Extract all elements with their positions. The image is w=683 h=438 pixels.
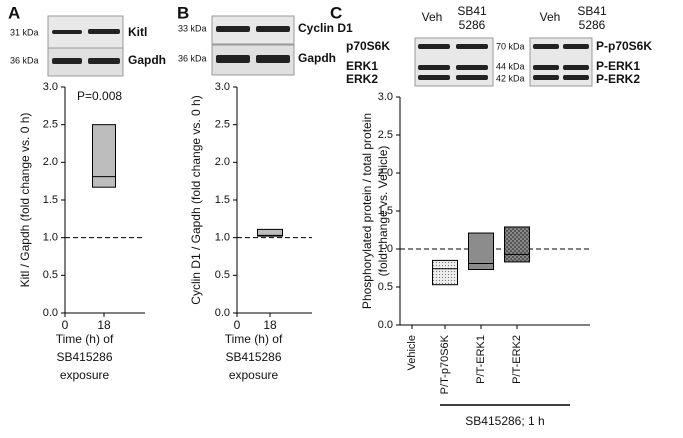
blot-label: Cyclin D1: [298, 21, 353, 35]
box: [257, 228, 283, 237]
lane-label: Veh: [422, 10, 443, 24]
x-axis-title: SB415286: [225, 350, 281, 364]
y-tick-label: 2.0: [43, 156, 58, 168]
blot: [414, 37, 593, 87]
y-tick-label: 0.0: [215, 307, 230, 319]
x-tick-label: 18: [263, 318, 277, 332]
x-axis-title: exposure: [229, 368, 279, 382]
y-tick-label: 1.5: [43, 194, 58, 206]
group-label: SB415286; 1 h: [465, 414, 544, 428]
panel-label: A: [8, 3, 20, 22]
y-tick-label: 1.5: [378, 205, 393, 217]
y-tick-label: 0.0: [43, 307, 58, 319]
kda-label: 70 kDa: [496, 41, 525, 51]
y-tick-label: 3.0: [215, 81, 230, 93]
panel-label: B: [177, 3, 189, 22]
panel-label: C: [330, 3, 342, 22]
y-tick-label: 3.0: [43, 81, 58, 93]
kda-label: 42 kDa: [496, 73, 525, 83]
x-tick-label: 18: [97, 318, 111, 332]
blot: [211, 15, 295, 76]
y-tick-label: 1.0: [378, 243, 393, 255]
y-tick-label: 1.5: [215, 194, 230, 206]
x-tick-label: Vehicle: [406, 335, 418, 370]
x-tick-label: P/T-ERK1: [475, 335, 487, 384]
box: [504, 226, 530, 263]
kda-label: 33 kDa: [178, 23, 207, 33]
kda-label: 31 kDa: [10, 27, 39, 37]
kda-label: 44 kDa: [496, 61, 525, 71]
y-axis-title: Kitl / Gapdh (fold change vs. 0 h): [18, 113, 32, 288]
y-tick-label: 2.5: [378, 129, 393, 141]
blot: [47, 15, 124, 77]
y-tick-label: 0.5: [43, 269, 58, 281]
blot-label: Kitl: [128, 25, 147, 39]
x-tick-label: 0: [62, 318, 69, 332]
lane-label: SB41: [577, 4, 607, 18]
x-tick-label: P/T-p70S6K: [439, 334, 451, 394]
blot-label: ERK1: [346, 59, 378, 73]
y-tick-label: 1.0: [43, 232, 58, 244]
blot-label: P-ERK2: [596, 72, 640, 86]
y-tick-label: 2.5: [43, 119, 58, 131]
y-tick-label: 0.5: [215, 269, 230, 281]
kda-label: 36 kDa: [178, 53, 207, 63]
kda-label: 36 kDa: [10, 55, 39, 65]
blot-label: Gapdh: [298, 51, 336, 65]
box: [92, 124, 116, 188]
y-axis-title: Phosphorylated protein / total protein: [360, 113, 374, 309]
x-axis-title: SB415286: [56, 350, 112, 364]
y-tick-label: 3.0: [378, 91, 393, 103]
y-tick-label: 1.0: [215, 232, 230, 244]
blot-label: P-ERK1: [596, 59, 640, 73]
y-tick-label: 2.0: [378, 167, 393, 179]
x-tick-label: 0: [234, 318, 241, 332]
box: [468, 232, 494, 271]
x-axis-title: Time (h) of: [56, 332, 114, 346]
x-axis-title: exposure: [60, 368, 110, 382]
y-axis-title: (fold change vs. Vehicle): [376, 146, 390, 277]
lane-label: 5286: [459, 18, 486, 32]
x-axis-title: Time (h) of: [225, 332, 283, 346]
blot-label: Gapdh: [128, 53, 166, 67]
lane-label: SB41: [457, 4, 487, 18]
blot-label: ERK2: [346, 72, 378, 86]
y-tick-label: 0.0: [378, 319, 393, 331]
y-tick-label: 2.0: [215, 156, 230, 168]
lane-label: Veh: [540, 10, 561, 24]
blot-label: p70S6K: [346, 39, 390, 53]
box: [432, 259, 458, 286]
y-axis-title: Cyclin D1 / Gapdh (fold change vs. 0 h): [189, 95, 203, 304]
y-tick-label: 2.5: [215, 119, 230, 131]
x-tick-label: P/T-ERK2: [511, 335, 523, 384]
y-tick-label: 0.5: [378, 281, 393, 293]
lane-label: 5286: [579, 18, 606, 32]
annotation: P=0.008: [77, 89, 122, 103]
blot-label: P-p70S6K: [596, 39, 652, 53]
